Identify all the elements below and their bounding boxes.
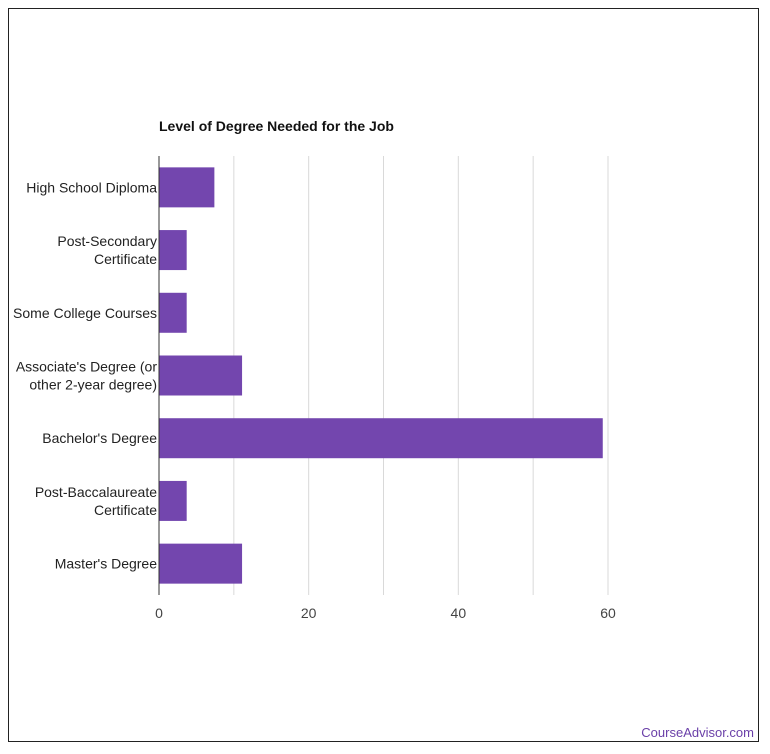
x-tick-label-1: 20 xyxy=(301,605,317,621)
x-tick-label-3: 60 xyxy=(600,605,616,621)
category-label-1: Post-Secondary Certificate xyxy=(57,233,157,267)
bar-4[interactable] xyxy=(159,418,603,459)
category-label-line: Bachelor's Degree xyxy=(42,430,157,446)
category-label-3: Associate's Degree (or other 2-year degre… xyxy=(16,359,158,393)
category-label-line: High School Diploma xyxy=(26,179,157,195)
category-labels: High School Diploma Post-Secondary Certifi… xyxy=(13,179,157,571)
bar-0[interactable] xyxy=(159,167,215,208)
category-label-line: Certificate xyxy=(94,502,157,518)
x-tick-label-2: 40 xyxy=(451,605,467,621)
category-label-4: Bachelor's Degree xyxy=(42,430,157,446)
chart-title: Level of Degree Needed for the Job xyxy=(159,118,394,134)
category-label-line: Master's Degree xyxy=(55,556,157,572)
bar-3[interactable] xyxy=(159,355,243,396)
category-label-6: Master's Degree xyxy=(55,556,157,572)
bar-6[interactable] xyxy=(159,543,243,584)
x-axis-ticks: 0 20 40 60 xyxy=(155,605,616,621)
bar-1[interactable] xyxy=(159,230,187,271)
category-label-line: Associate's Degree (or xyxy=(16,359,158,375)
bars xyxy=(159,167,603,584)
bar-5[interactable] xyxy=(159,480,187,521)
category-label-line: Certificate xyxy=(94,251,157,267)
category-label-line: Some College Courses xyxy=(13,305,157,321)
category-label-line: other 2-year degree) xyxy=(29,377,157,393)
gridlines xyxy=(233,156,609,595)
bar-2[interactable] xyxy=(159,292,187,333)
category-label-line: Post-Baccalaureate xyxy=(35,484,157,500)
category-label-0: High School Diploma xyxy=(26,179,157,195)
category-label-5: Post-Baccalaureate Certificate xyxy=(35,484,157,518)
category-label-line: Post-Secondary xyxy=(57,233,157,249)
x-tick-label-0: 0 xyxy=(155,605,163,621)
category-label-2: Some College Courses xyxy=(13,305,157,321)
source-credit[interactable]: CourseAdvisor.com xyxy=(641,725,754,740)
